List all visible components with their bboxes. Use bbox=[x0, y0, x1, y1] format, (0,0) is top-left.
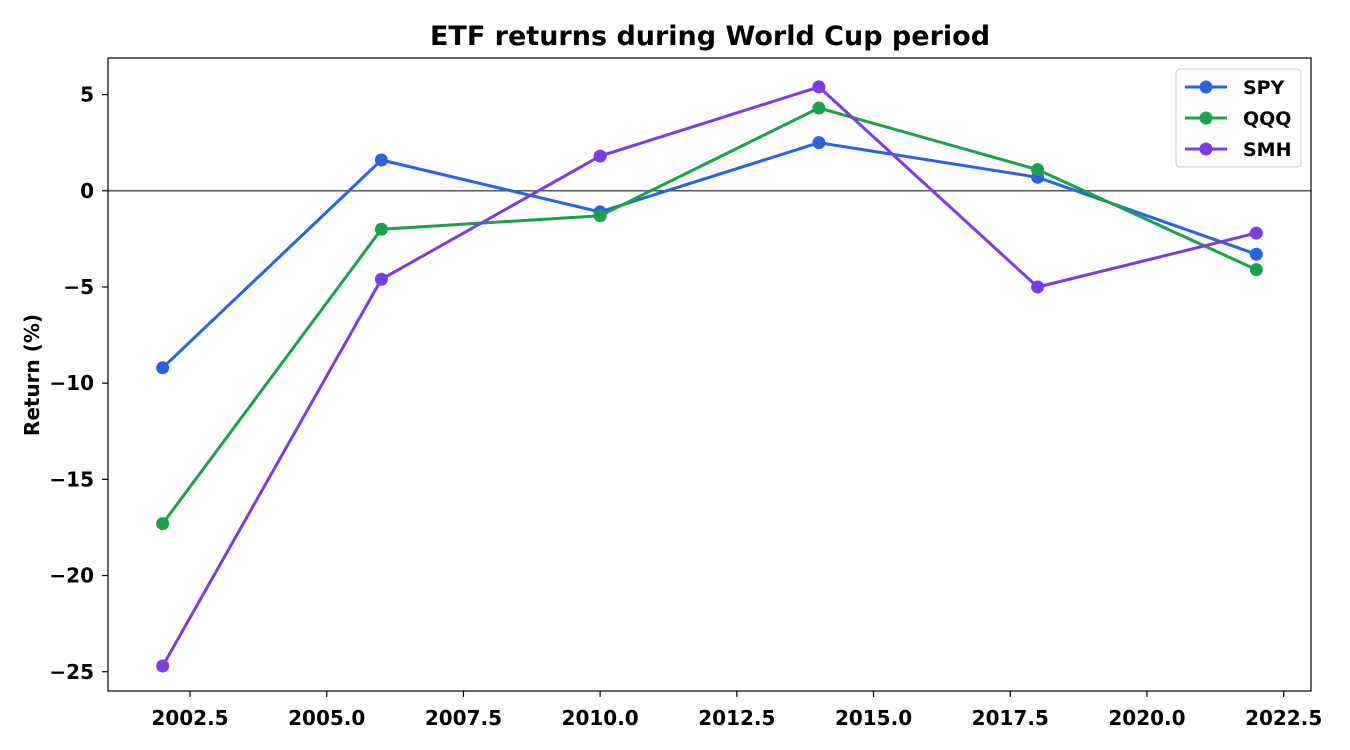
y-tick-label: 0 bbox=[80, 179, 94, 203]
y-tick-label: −20 bbox=[49, 564, 94, 588]
data-point-spy bbox=[812, 136, 826, 150]
y-tick-label: −10 bbox=[49, 371, 94, 395]
x-tick-label: 2022.5 bbox=[1245, 706, 1322, 730]
data-point-smh bbox=[812, 80, 826, 94]
data-point-smh bbox=[1031, 280, 1045, 294]
legend-label-spy: SPY bbox=[1243, 77, 1285, 99]
x-tick-label: 2020.0 bbox=[1108, 706, 1185, 730]
data-point-smh bbox=[593, 149, 607, 163]
y-tick-label: 5 bbox=[80, 83, 94, 107]
x-tick-label: 2007.5 bbox=[425, 706, 502, 730]
data-point-spy bbox=[1249, 247, 1263, 261]
y-axis-label: Return (%) bbox=[20, 314, 44, 436]
legend-label-smh: SMH bbox=[1243, 139, 1292, 161]
y-tick-label: −25 bbox=[49, 660, 94, 684]
legend-box bbox=[1175, 68, 1302, 168]
data-point-qqq bbox=[1031, 163, 1045, 177]
x-tick-label: 2005.0 bbox=[288, 706, 365, 730]
data-point-smh bbox=[1249, 226, 1263, 240]
data-point-smh bbox=[156, 659, 170, 673]
series-line-smh bbox=[161, 85, 1257, 667]
x-tick-label: 2002.5 bbox=[151, 706, 228, 730]
plot-area: 2002.5 2005.0 2007.5 2010.0 2012.5 2015.0 2017… bbox=[49, 57, 1322, 730]
x-tick-label: 2010.0 bbox=[562, 706, 639, 730]
series-line-spy bbox=[161, 141, 1257, 369]
x-tick-label: 2012.5 bbox=[698, 706, 775, 730]
data-point-spy bbox=[374, 153, 388, 167]
x-tick-label: 2015.0 bbox=[835, 706, 912, 730]
y-tick-label: −15 bbox=[49, 467, 94, 491]
legend-marker-smh bbox=[1199, 142, 1213, 156]
data-point-qqq bbox=[156, 517, 170, 531]
data-point-spy bbox=[156, 361, 170, 375]
legend-label-qqq: QQQ bbox=[1243, 108, 1291, 130]
data-point-qqq bbox=[374, 222, 388, 236]
x-tick-label: 2017.5 bbox=[972, 706, 1049, 730]
series-line-qqq bbox=[161, 106, 1257, 525]
legend-marker-spy bbox=[1199, 80, 1213, 94]
data-point-smh bbox=[374, 272, 388, 286]
data-point-qqq bbox=[593, 209, 607, 223]
plot-frame bbox=[107, 57, 1312, 692]
data-point-qqq bbox=[1249, 263, 1263, 277]
legend-marker-qqq bbox=[1199, 111, 1213, 125]
chart-title: ETF returns during World Cup period bbox=[430, 21, 990, 52]
data-point-qqq bbox=[812, 101, 826, 115]
y-tick-label: −5 bbox=[63, 275, 94, 299]
